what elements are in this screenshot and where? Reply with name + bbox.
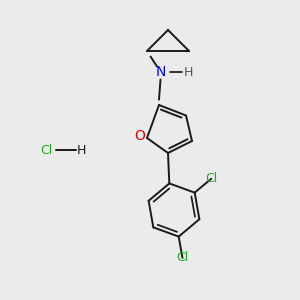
Text: H: H — [184, 65, 194, 79]
Text: Cl: Cl — [205, 172, 218, 185]
Text: Cl: Cl — [176, 251, 189, 264]
Text: Cl: Cl — [40, 143, 52, 157]
Text: H: H — [76, 143, 86, 157]
Text: O: O — [134, 130, 145, 143]
Text: N: N — [155, 65, 166, 79]
